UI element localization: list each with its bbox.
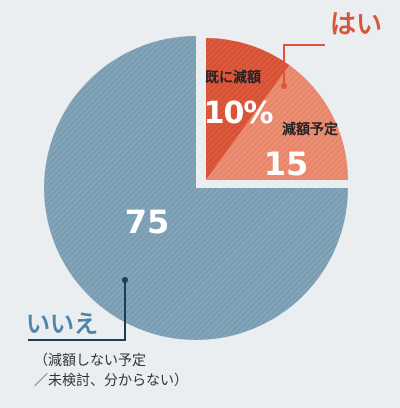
slice-label-already-reduced: 既に減額: [205, 69, 261, 86]
pie-slice-0: [206, 38, 290, 180]
no-callout-label: いいえ: [26, 310, 98, 338]
no-note-line-1: （減額しない予定: [34, 353, 146, 369]
yes-callout-line: [283, 44, 325, 86]
no-callout-line: [28, 280, 126, 341]
pie-slice-2: [44, 36, 348, 340]
slice-value-planned-reduction: 15: [264, 145, 309, 183]
slice-label-planned-reduction: 減額予定: [282, 121, 338, 138]
pie-slice-1: [206, 65, 348, 180]
no-note-line-2: ／未検討、分からない）: [34, 373, 188, 389]
slice-value-already-reduced: 10%: [204, 96, 274, 131]
slice-value-no: 75: [125, 203, 170, 241]
yes-callout-label: はい: [330, 10, 382, 40]
